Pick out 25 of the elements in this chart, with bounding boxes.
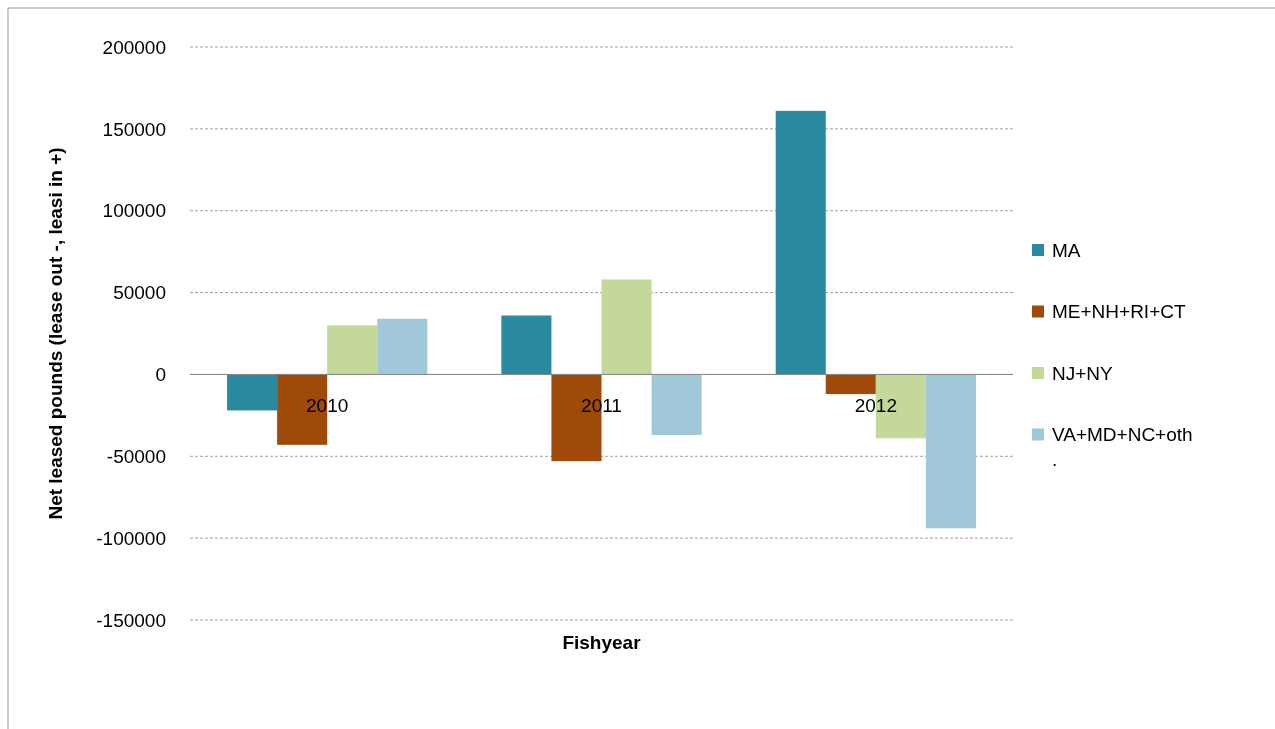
y-tick-label: 150000 [102,118,166,140]
y-tick-label: 100000 [102,200,166,222]
y-tick-label: 200000 [102,36,166,58]
x-tick-label: 2011 [581,395,622,417]
y-tick-label: 0 [155,364,166,386]
y-axis-title: Net leased pounds (lease out -, leasi in +) [45,147,66,520]
bar [601,279,652,375]
legend-label: VA+MD+NC+oth. [1052,424,1193,470]
bar [227,374,278,411]
legend-label: NJ+NY [1052,362,1114,384]
y-tick-label: -100000 [96,527,166,549]
bar [775,110,826,375]
bar [651,374,702,435]
legend-label: ME+NH+RI+CT [1052,301,1186,323]
legend-label: MA [1052,239,1081,261]
bar [925,374,976,529]
y-tick-label: 50000 [113,282,166,304]
y-tick-label: -150000 [96,609,166,631]
y-tick-label: -50000 [106,445,166,467]
bar [825,374,876,395]
x-axis-title: Fishyear [562,632,642,653]
bar [501,315,552,375]
bar [327,325,378,375]
bar [377,318,428,375]
x-tick-label: 2012 [854,395,897,417]
